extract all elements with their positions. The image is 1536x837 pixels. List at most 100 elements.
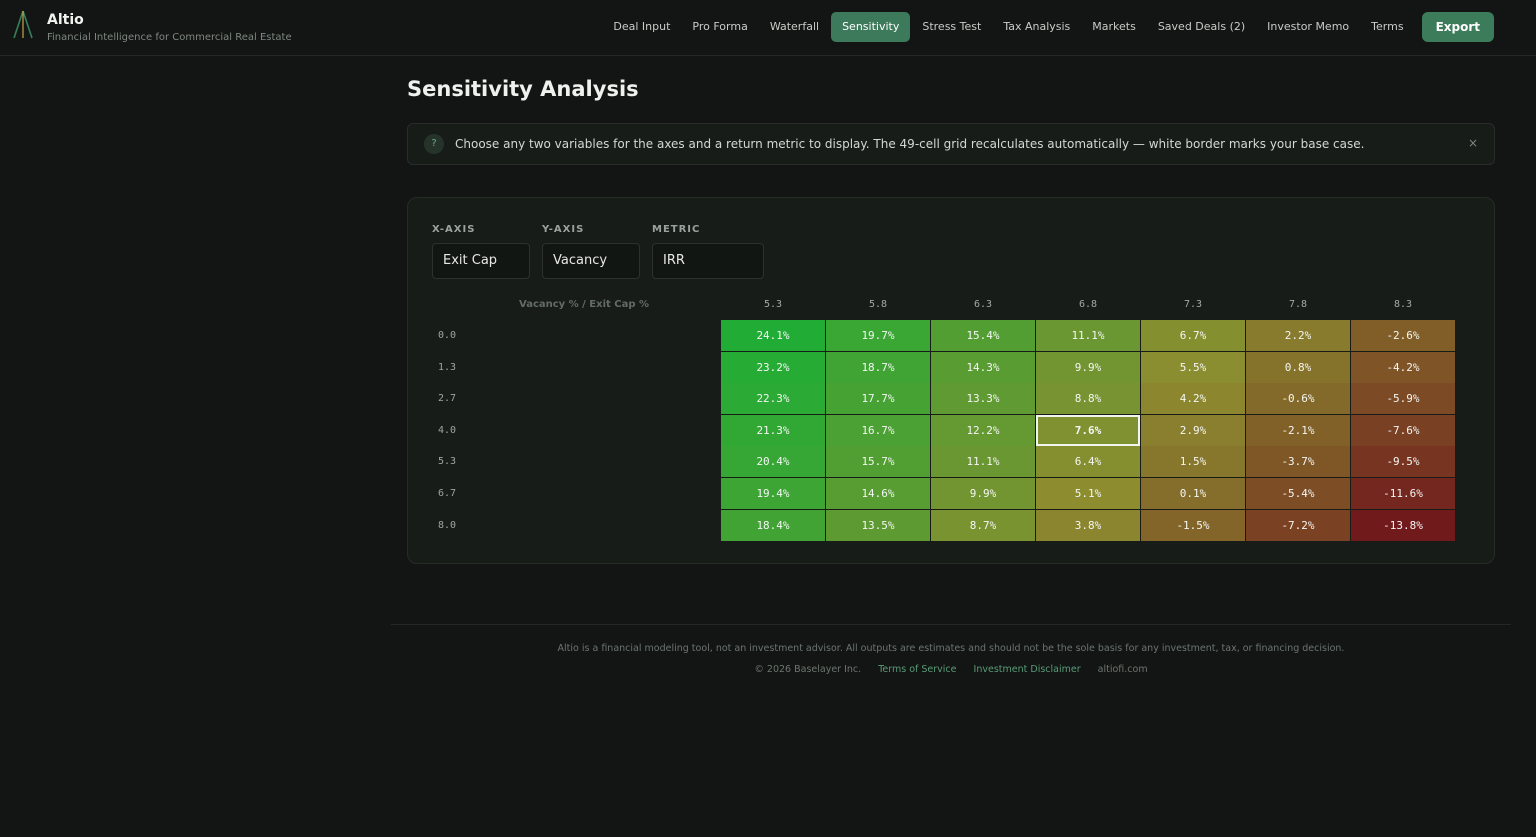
grid-cell[interactable]: 9.9% [931, 478, 1035, 509]
grid-cell[interactable]: -9.5% [1351, 446, 1455, 478]
axis-selectors: X-AXIS Exit Cap Y-AXIS Vacancy METRIC IR… [432, 222, 764, 279]
grid-cell[interactable]: 14.3% [931, 351, 1035, 383]
grid-cell[interactable]: -1.5% [1141, 509, 1245, 541]
brand-text: Altio Financial Intelligence for Commerc… [47, 10, 292, 45]
nav-pro-forma[interactable]: Pro Forma [692, 20, 748, 33]
question-icon: ? [424, 134, 444, 154]
altio-logo-icon [13, 10, 33, 39]
close-icon[interactable]: × [1467, 136, 1478, 150]
grid-cell[interactable]: -11.6% [1351, 478, 1455, 509]
row-header: 8.0 [438, 519, 457, 531]
column-header: 6.3 [973, 299, 993, 310]
grid-cell[interactable]: 11.1% [931, 446, 1035, 478]
brand-tagline: Financial Intelligence for Commercial Re… [47, 32, 292, 43]
sensitivity-panel: X-AXIS Exit Cap Y-AXIS Vacancy METRIC IR… [407, 197, 1495, 564]
grid-cell[interactable]: 8.7% [931, 509, 1035, 541]
grid-cell[interactable]: 17.7% [826, 383, 930, 415]
x-axis-select[interactable]: Exit Cap [432, 243, 530, 279]
column-header: 5.8 [868, 299, 888, 310]
y-axis-label: Y-AXIS [542, 224, 585, 235]
brand-name: Altio [47, 12, 84, 28]
footer-site: altiofi.com [1097, 664, 1148, 675]
column-header: 7.3 [1183, 299, 1203, 310]
grid-cell[interactable]: 13.3% [931, 383, 1035, 415]
column-header: 8.3 [1393, 299, 1413, 310]
grid-cell[interactable]: 4.2% [1141, 383, 1245, 415]
grid-cell[interactable]: 12.2% [931, 414, 1035, 446]
row-header: 1.3 [438, 361, 457, 373]
grid-cell[interactable]: 19.4% [721, 478, 825, 509]
metric-group: METRIC IRR [652, 222, 764, 279]
grid-cell[interactable]: 6.7% [1141, 320, 1245, 351]
grid-cell[interactable]: 15.7% [826, 446, 930, 478]
terms-of-service-link[interactable]: Terms of Service [878, 664, 957, 675]
grid-cell[interactable]: -5.4% [1246, 478, 1350, 509]
nav-markets[interactable]: Markets [1092, 20, 1136, 33]
page-title: Sensitivity Analysis [407, 77, 639, 101]
base-case-cell[interactable]: 7.6% [1036, 414, 1140, 446]
grid-cell[interactable]: 2.2% [1246, 320, 1350, 351]
row-header: 4.0 [438, 424, 457, 436]
grid-cell[interactable]: 0.8% [1246, 351, 1350, 383]
x-axis-group: X-AXIS Exit Cap [432, 222, 530, 279]
grid-cell[interactable]: 18.4% [721, 509, 825, 541]
grid-cell[interactable]: -3.7% [1246, 446, 1350, 478]
grid-cell[interactable]: -5.9% [1351, 383, 1455, 415]
nav-deal-input[interactable]: Deal Input [613, 20, 671, 33]
info-banner: ? Choose any two variables for the axes … [407, 123, 1495, 165]
row-header: 6.7 [438, 488, 457, 499]
footer-links: © 2026 Baselayer Inc. Terms of Service I… [391, 664, 1511, 675]
brand[interactable]: Altio Financial Intelligence for Commerc… [12, 10, 292, 44]
grid-cell[interactable]: -0.6% [1246, 383, 1350, 415]
nav-stress-test[interactable]: Stress Test [922, 20, 982, 33]
footer-copyright: © 2026 Baselayer Inc. [754, 664, 862, 675]
grid-cell[interactable]: 3.8% [1036, 509, 1140, 541]
nav-investor-memo[interactable]: Investor Memo [1267, 20, 1350, 33]
grid-cell[interactable]: 20.4% [721, 446, 825, 478]
grid-cell[interactable]: 23.2% [721, 351, 825, 383]
x-axis-label: X-AXIS [432, 224, 476, 235]
nav-saved-deals[interactable]: Saved Deals (2) [1157, 20, 1246, 33]
grid-cell[interactable]: 15.4% [931, 320, 1035, 351]
grid-cell[interactable]: -7.2% [1246, 509, 1350, 541]
grid-cell[interactable]: -2.6% [1351, 320, 1455, 351]
metric-select[interactable]: IRR [652, 243, 764, 279]
row-header: 0.0 [438, 330, 457, 341]
grid-cell[interactable]: 5.1% [1036, 478, 1140, 509]
grid-cell[interactable]: 24.1% [721, 320, 825, 351]
investment-disclaimer-link[interactable]: Investment Disclaimer [973, 664, 1081, 675]
nav-terms[interactable]: Terms [1371, 20, 1404, 33]
nav-sensitivity[interactable]: Sensitivity [831, 12, 911, 42]
metric-label: METRIC [652, 224, 701, 235]
grid-cell[interactable]: 13.5% [826, 509, 930, 541]
y-axis-group: Y-AXIS Vacancy [542, 222, 640, 279]
banner-text: Choose any two variables for the axes an… [455, 137, 1365, 151]
grid-cell[interactable]: 2.9% [1141, 414, 1245, 446]
y-axis-select[interactable]: Vacancy [542, 243, 640, 279]
grid-cell[interactable]: -4.2% [1351, 351, 1455, 383]
grid-cell[interactable]: 19.7% [826, 320, 930, 351]
grid-cell[interactable]: 18.7% [826, 351, 930, 383]
row-header: 5.3 [438, 456, 457, 468]
grid-cell[interactable]: -7.6% [1351, 414, 1455, 446]
grid-cell[interactable]: 0.1% [1141, 478, 1245, 509]
grid-cell[interactable]: 6.4% [1036, 446, 1140, 478]
grid-cell[interactable]: -13.8% [1351, 509, 1455, 541]
grid-cell[interactable]: -2.1% [1246, 414, 1350, 446]
grid-cell[interactable]: 9.9% [1036, 351, 1140, 383]
grid-cell[interactable]: 22.3% [721, 383, 825, 415]
grid-cell[interactable]: 14.6% [826, 478, 930, 509]
nav-tax-analysis[interactable]: Tax Analysis [1003, 20, 1071, 33]
grid-corner-label: Vacancy % / Exit Cap % [519, 299, 650, 310]
grid-cell[interactable]: 16.7% [826, 414, 930, 446]
top-bar: Altio Financial Intelligence for Commerc… [0, 0, 1536, 56]
main-nav: Deal Input Pro Forma Waterfall Sensitivi… [602, 12, 1494, 42]
grid-cell[interactable]: 21.3% [721, 414, 825, 446]
grid-cell[interactable]: 1.5% [1141, 446, 1245, 478]
grid-cell[interactable]: 5.5% [1141, 351, 1245, 383]
nav-waterfall[interactable]: Waterfall [769, 20, 820, 33]
grid-cell[interactable]: 11.1% [1036, 320, 1140, 351]
export-button[interactable]: Export [1421, 12, 1494, 42]
footer-divider [391, 624, 1511, 625]
grid-cell[interactable]: 8.8% [1036, 383, 1140, 415]
